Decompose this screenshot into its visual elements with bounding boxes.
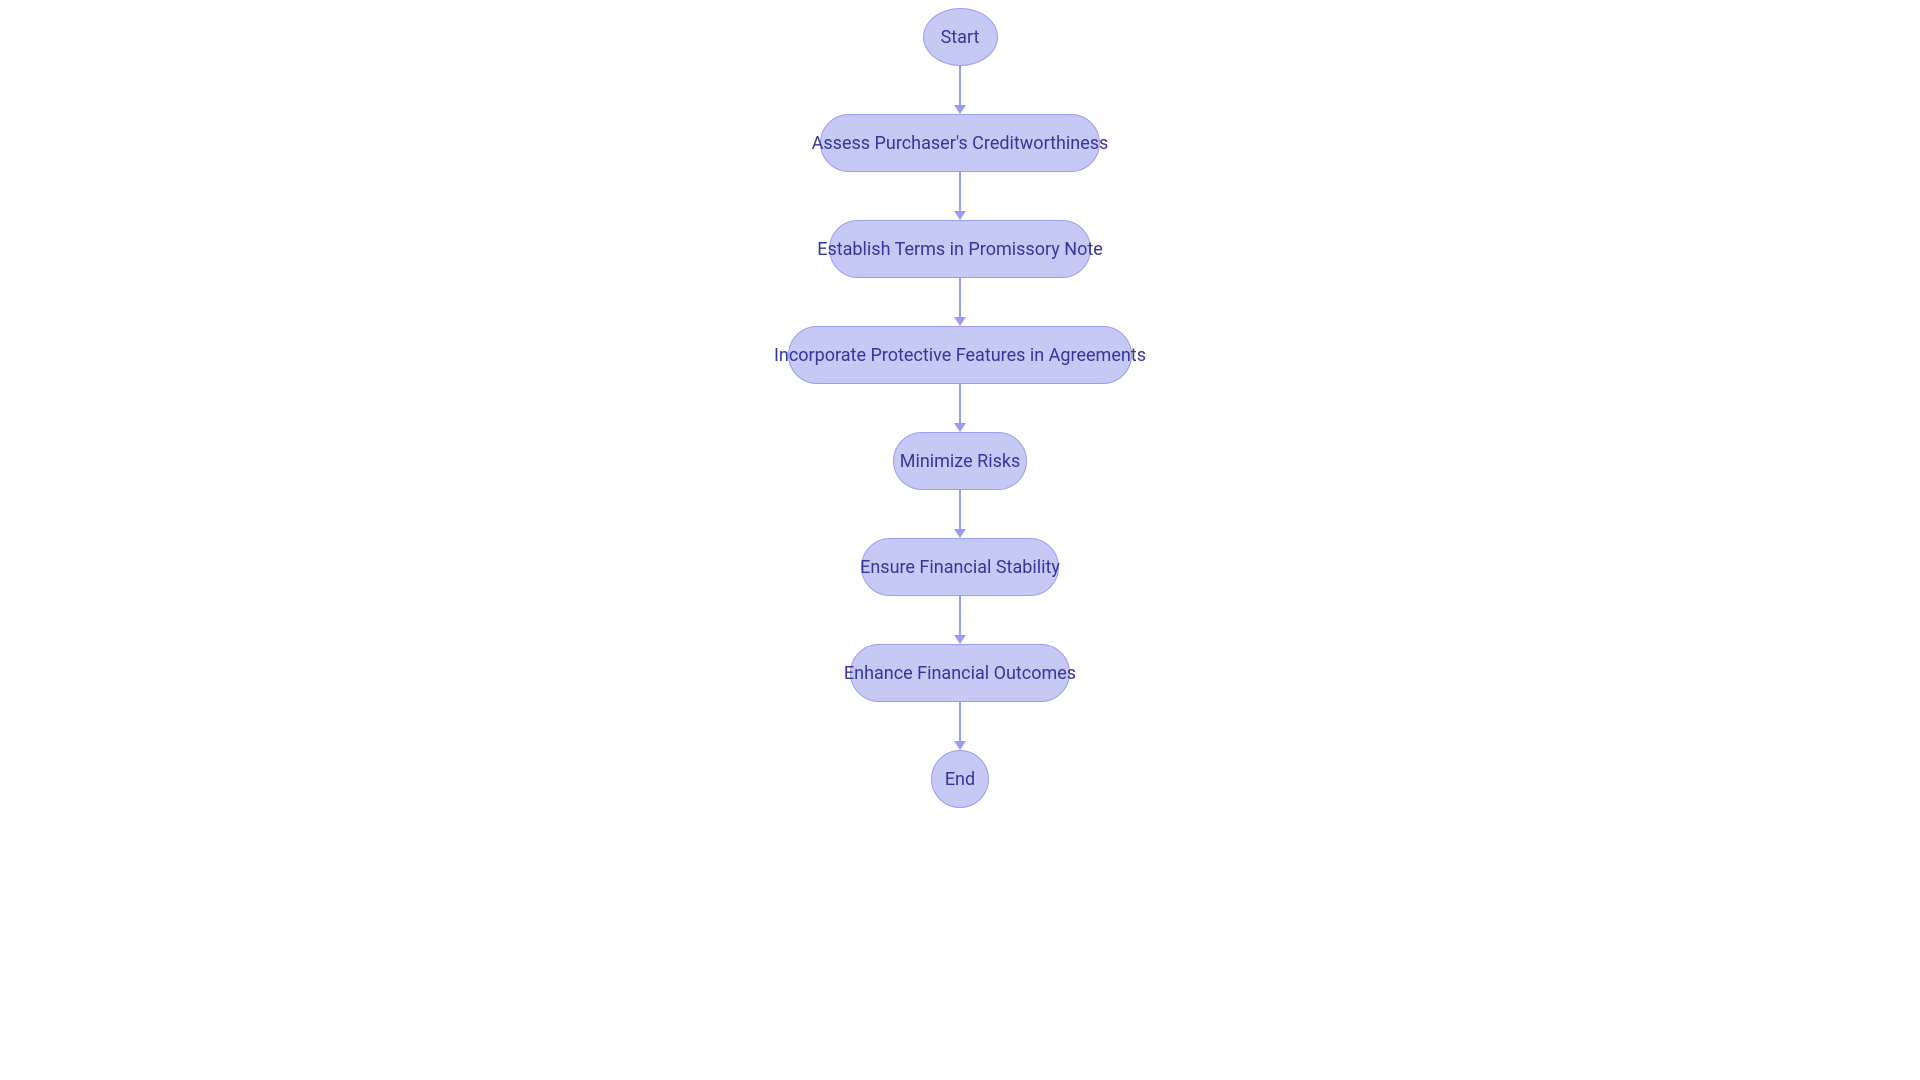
node-establish: Establish Terms in Promissory Note — [829, 220, 1091, 278]
arrow-head-icon — [954, 529, 966, 538]
arrow-head-icon — [954, 423, 966, 432]
arrow-head-icon — [954, 741, 966, 750]
node-end: End — [931, 750, 989, 808]
arrow-head-icon — [954, 635, 966, 644]
arrow-enhance-to-end — [954, 702, 966, 750]
arrow-line-icon — [959, 278, 961, 317]
node-label-incorporate: Incorporate Protective Features in Agree… — [774, 345, 1146, 366]
arrow-incorporate-to-minimize — [954, 384, 966, 432]
node-label-assess: Assess Purchaser's Creditworthiness — [812, 133, 1109, 154]
node-assess: Assess Purchaser's Creditworthiness — [820, 114, 1100, 172]
node-enhance: Enhance Financial Outcomes — [850, 644, 1070, 702]
arrow-line-icon — [959, 490, 961, 529]
arrow-head-icon — [954, 317, 966, 326]
arrow-line-icon — [959, 384, 961, 423]
arrow-head-icon — [954, 105, 966, 114]
node-minimize: Minimize Risks — [893, 432, 1027, 490]
node-label-enhance: Enhance Financial Outcomes — [844, 663, 1076, 684]
arrow-line-icon — [959, 172, 961, 211]
arrow-establish-to-incorporate — [954, 278, 966, 326]
arrow-line-icon — [959, 702, 961, 741]
arrow-minimize-to-ensure — [954, 490, 966, 538]
node-label-minimize: Minimize Risks — [900, 451, 1021, 472]
node-ensure: Ensure Financial Stability — [861, 538, 1059, 596]
node-label-start: Start — [941, 27, 980, 48]
node-label-ensure: Ensure Financial Stability — [860, 557, 1060, 578]
arrow-ensure-to-enhance — [954, 596, 966, 644]
arrow-assess-to-establish — [954, 172, 966, 220]
flowchart-container: Start Assess Purchaser's Creditworthiness… — [788, 8, 1132, 808]
node-incorporate: Incorporate Protective Features in Agree… — [788, 326, 1132, 384]
node-start: Start — [923, 8, 998, 66]
arrow-line-icon — [959, 596, 961, 635]
arrow-line-icon — [959, 66, 961, 105]
arrow-start-to-assess — [954, 66, 966, 114]
arrow-head-icon — [954, 211, 966, 220]
node-label-establish: Establish Terms in Promissory Note — [817, 239, 1103, 260]
node-label-end: End — [945, 769, 975, 790]
